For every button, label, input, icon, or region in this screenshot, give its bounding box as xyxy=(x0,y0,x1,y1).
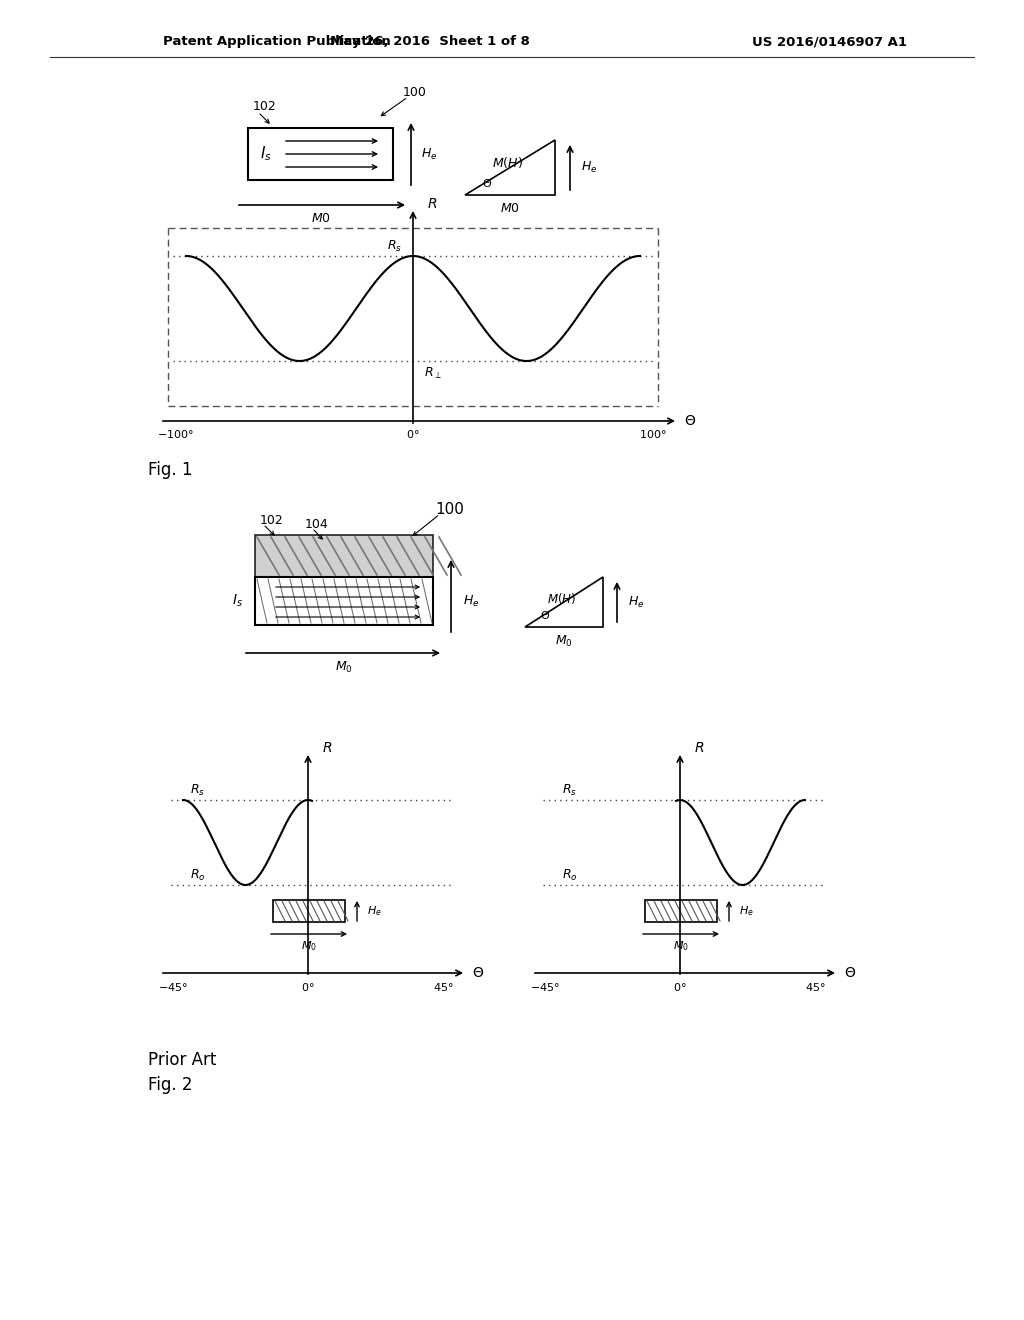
Text: $M(H)$: $M(H)$ xyxy=(548,590,577,606)
Text: $-100°$: $-100°$ xyxy=(158,428,195,440)
Text: $-45°$: $-45°$ xyxy=(530,981,560,993)
Text: $100°$: $100°$ xyxy=(639,428,667,440)
Text: $M0$: $M0$ xyxy=(500,202,520,215)
Text: $0°$: $0°$ xyxy=(673,981,687,993)
Text: $\Theta$: $\Theta$ xyxy=(540,609,550,620)
Text: $R_\perp$: $R_\perp$ xyxy=(424,366,442,380)
Text: 102: 102 xyxy=(253,100,276,114)
Text: $0°$: $0°$ xyxy=(301,981,314,993)
Text: $H_e$: $H_e$ xyxy=(628,594,644,610)
Text: 100: 100 xyxy=(435,503,464,517)
Text: $45°$: $45°$ xyxy=(805,981,825,993)
Text: $M_0$: $M_0$ xyxy=(301,939,317,953)
Text: Fig. 1: Fig. 1 xyxy=(148,461,193,479)
Text: $-45°$: $-45°$ xyxy=(158,981,188,993)
Text: $\Theta$: $\Theta$ xyxy=(684,414,696,428)
Bar xyxy=(255,535,433,577)
Bar xyxy=(248,128,393,180)
Text: May 26, 2016  Sheet 1 of 8: May 26, 2016 Sheet 1 of 8 xyxy=(330,36,530,49)
Text: $H_e$: $H_e$ xyxy=(421,147,437,161)
Text: $0°$: $0°$ xyxy=(407,428,420,440)
Text: $M0$: $M0$ xyxy=(310,211,331,224)
Text: $R_o$: $R_o$ xyxy=(190,867,206,883)
Text: $\Theta$: $\Theta$ xyxy=(482,177,493,189)
Text: 102: 102 xyxy=(260,513,284,527)
Text: $R_s$: $R_s$ xyxy=(562,783,578,797)
Text: US 2016/0146907 A1: US 2016/0146907 A1 xyxy=(753,36,907,49)
Text: $\Theta$: $\Theta$ xyxy=(472,966,484,979)
Bar xyxy=(273,900,345,921)
Text: 104: 104 xyxy=(305,519,329,532)
Text: 100: 100 xyxy=(403,86,427,99)
Text: $R$: $R$ xyxy=(322,741,333,755)
Text: $H_e$: $H_e$ xyxy=(463,594,479,609)
Text: $H_e$: $H_e$ xyxy=(581,160,597,176)
Text: $I_s$: $I_s$ xyxy=(232,593,243,610)
Bar xyxy=(645,900,717,921)
Text: $M(H)$: $M(H)$ xyxy=(492,154,522,170)
Text: $H_e$: $H_e$ xyxy=(367,904,382,917)
Bar xyxy=(255,577,433,624)
Text: Fig. 2: Fig. 2 xyxy=(148,1076,193,1094)
Text: $M_0$: $M_0$ xyxy=(335,660,353,675)
Text: $H_e$: $H_e$ xyxy=(739,904,754,917)
Text: $R$: $R$ xyxy=(427,197,437,211)
Text: $M_0$: $M_0$ xyxy=(673,939,689,953)
Text: $R_o$: $R_o$ xyxy=(562,867,578,883)
Text: Prior Art: Prior Art xyxy=(148,1051,216,1069)
Text: $R_s$: $R_s$ xyxy=(190,783,205,797)
Text: $R$: $R$ xyxy=(694,741,705,755)
Text: Patent Application Publication: Patent Application Publication xyxy=(163,36,391,49)
Text: $\Theta$: $\Theta$ xyxy=(844,966,856,979)
Text: $I_s$: $I_s$ xyxy=(260,145,272,164)
Text: $45°$: $45°$ xyxy=(433,981,454,993)
Text: $M_0$: $M_0$ xyxy=(555,634,572,648)
Text: $R_s$: $R_s$ xyxy=(387,239,402,253)
